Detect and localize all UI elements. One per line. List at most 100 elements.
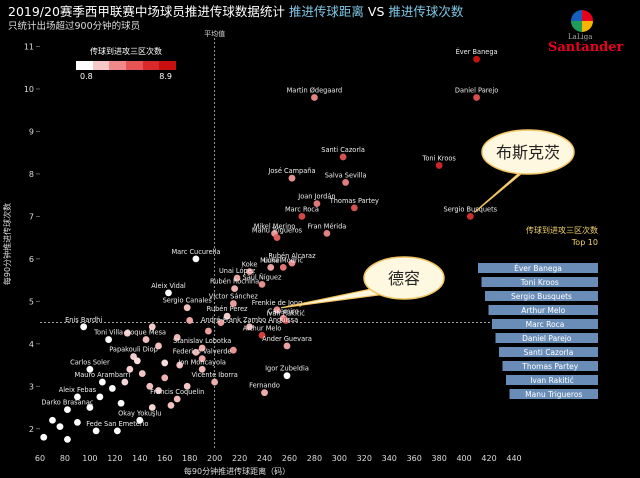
data-point	[198, 365, 206, 373]
x-tick-label: 180	[182, 454, 197, 463]
point-label: Salva Sevilla	[325, 171, 367, 179]
data-point	[176, 361, 184, 369]
data-point	[273, 306, 281, 314]
point-label: Fernando	[249, 382, 280, 390]
x-tick-label: 60	[35, 454, 45, 463]
legend-swatch	[109, 61, 127, 70]
x-axis-label: 每90分钟推进传球距离（码）	[184, 466, 290, 476]
x-tick-label: 260	[282, 454, 297, 463]
chart-subtitle: 只统计出场超过900分钟的球员	[8, 21, 141, 32]
x-tick-label: 80	[60, 454, 70, 463]
point-label: Michel	[260, 256, 281, 264]
data-point	[148, 323, 156, 331]
callout-bubble	[481, 129, 575, 175]
point-label: Ivan Rakitić	[267, 309, 306, 317]
data-point	[435, 162, 443, 169]
data-point	[98, 378, 106, 386]
point-label: Vicente Iborra	[191, 371, 237, 379]
data-point	[229, 346, 237, 354]
laliga-logo: LaLiga Santander	[548, 10, 628, 60]
top10-player-label: Manu Trigueros	[525, 390, 582, 399]
top10-bar	[478, 263, 598, 273]
data-point	[183, 304, 191, 312]
top10-player-label: Santi Cazorla	[524, 348, 574, 357]
y-axis-label: 每90分钟推进传球次数	[2, 203, 12, 285]
data-point	[117, 399, 125, 407]
data-point	[204, 327, 212, 335]
point-label: Arthur Melo	[243, 324, 282, 332]
data-point	[231, 285, 238, 292]
top10-player-label: Thomas Partey	[521, 362, 579, 371]
logo-text: LaLiga	[568, 33, 593, 41]
point-label: Toni Kroos	[421, 154, 456, 162]
data-point	[123, 329, 131, 337]
top10-bar	[509, 389, 598, 399]
data-point	[261, 389, 268, 397]
top10-bar	[495, 333, 598, 343]
legend-max-label: 8.9	[159, 72, 172, 81]
point-label: Aleix Febas	[59, 386, 97, 394]
data-point	[80, 323, 88, 331]
x-tick-label: 360	[407, 454, 422, 463]
data-point	[282, 317, 290, 324]
data-point	[350, 204, 358, 212]
y-tick-label: 9	[29, 127, 34, 136]
point-label: Joan Jordán	[297, 193, 335, 201]
point-label: Stanislav Lobotka	[173, 337, 231, 345]
point-label: Ander Guevara	[262, 335, 312, 343]
color-legend: 传球到进攻三区次数 0.8 8.9	[76, 46, 177, 82]
top10-subtitle: Top 10	[571, 238, 598, 247]
data-point	[105, 336, 113, 343]
point-label: Víctor Sánchez	[209, 292, 259, 300]
data-point	[339, 153, 347, 161]
data-point	[223, 312, 231, 320]
top10-player-label: Ivan Rakitić	[530, 376, 574, 385]
data-point	[466, 212, 474, 220]
data-point	[49, 416, 56, 424]
top10-bar	[481, 277, 598, 287]
legend-title: 传球到进攻三区次数	[90, 47, 162, 56]
x-tick-label: 200	[207, 454, 222, 463]
y-tick-label: 3	[29, 382, 34, 391]
y-tick-label: 4	[29, 340, 34, 349]
point-label: Aleix Vidal	[151, 282, 186, 290]
point-label: José Campaña	[267, 167, 315, 175]
callout-text-dejong: 德容	[388, 269, 420, 288]
data-point	[56, 423, 64, 431]
data-point	[246, 268, 253, 276]
data-point	[279, 263, 287, 271]
data-point	[142, 336, 150, 343]
top10-bar	[502, 361, 598, 371]
data-point	[136, 416, 144, 424]
data-point	[258, 280, 266, 288]
data-point	[155, 342, 162, 350]
point-label: Luka Modrić	[263, 256, 303, 264]
data-point	[342, 179, 350, 186]
top10-player-label: Éver Banega	[514, 264, 562, 273]
y-tick-label: 7	[29, 212, 34, 221]
data-point	[146, 382, 154, 390]
y-tick-label: 10	[24, 85, 34, 94]
data-point	[133, 357, 141, 365]
point-label: Okay Yokuşlu	[118, 409, 161, 417]
data-point	[186, 317, 194, 324]
x-tick-label: 420	[481, 454, 496, 463]
legend-swatch	[159, 61, 177, 70]
top10-bar	[506, 375, 598, 385]
chart-title: 2019/20赛季西甲联赛中场球员推进传球数据统计 推进传球距离 VS 推进传球…	[8, 4, 464, 19]
x-tick-label: 400	[456, 454, 471, 463]
data-point	[288, 259, 296, 267]
data-point	[161, 359, 169, 367]
top10-bar	[492, 319, 598, 329]
x-tick-label: 100	[82, 454, 97, 463]
point-label: Santi Cazorla	[321, 146, 365, 154]
y-tick-label: 8	[29, 170, 34, 179]
data-point	[148, 404, 156, 411]
data-point	[473, 94, 480, 101]
data-point	[64, 435, 71, 443]
data-point	[258, 331, 266, 339]
x-tick-label: 240	[257, 454, 272, 463]
data-point	[198, 344, 206, 352]
data-point	[161, 374, 169, 382]
